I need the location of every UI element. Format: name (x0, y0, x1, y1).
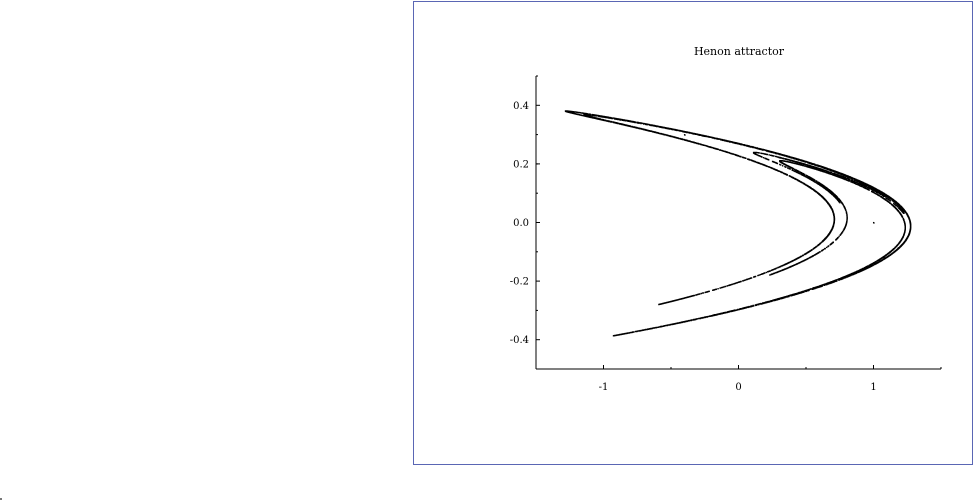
data-point (784, 173, 787, 175)
data-point (596, 117, 598, 120)
y-tick-label: -0.4 (510, 335, 529, 346)
y-tick-label: 0.4 (513, 101, 529, 112)
attractor-points (564, 110, 912, 337)
data-point (788, 165, 790, 167)
data-point (824, 237, 826, 239)
x-tick-label: 0 (735, 382, 741, 393)
y-tick-label: 0.0 (513, 218, 529, 229)
axes: -0.4 -0.2 0.0 0.2 0.4 -1 0 1 (510, 75, 942, 393)
data-point (897, 247, 899, 249)
chart-title: Henon attractor (694, 45, 785, 58)
data-point (713, 313, 715, 316)
x-tick-label: 1 (870, 382, 876, 393)
plot-frame: Henon attractor -0.4 -0.2 0.0 0.2 0.4 -1 0 1 (413, 1, 973, 465)
data-point (873, 189, 875, 191)
attractor-point-cloud (564, 110, 912, 337)
henon-chart: Henon attractor -0.4 -0.2 0.0 0.2 0.4 -1 0 1 (510, 45, 942, 393)
data-point (637, 127, 640, 129)
data-point (812, 287, 814, 289)
data-point (683, 134, 686, 136)
y-tick-label: -0.2 (510, 277, 529, 288)
data-point (883, 257, 885, 259)
x-tick-label: -1 (599, 382, 609, 393)
data-point (872, 191, 874, 193)
y-tick-label: 0.2 (513, 159, 529, 170)
data-point (872, 221, 875, 224)
data-point (699, 134, 701, 136)
corner-mark (0, 498, 2, 500)
